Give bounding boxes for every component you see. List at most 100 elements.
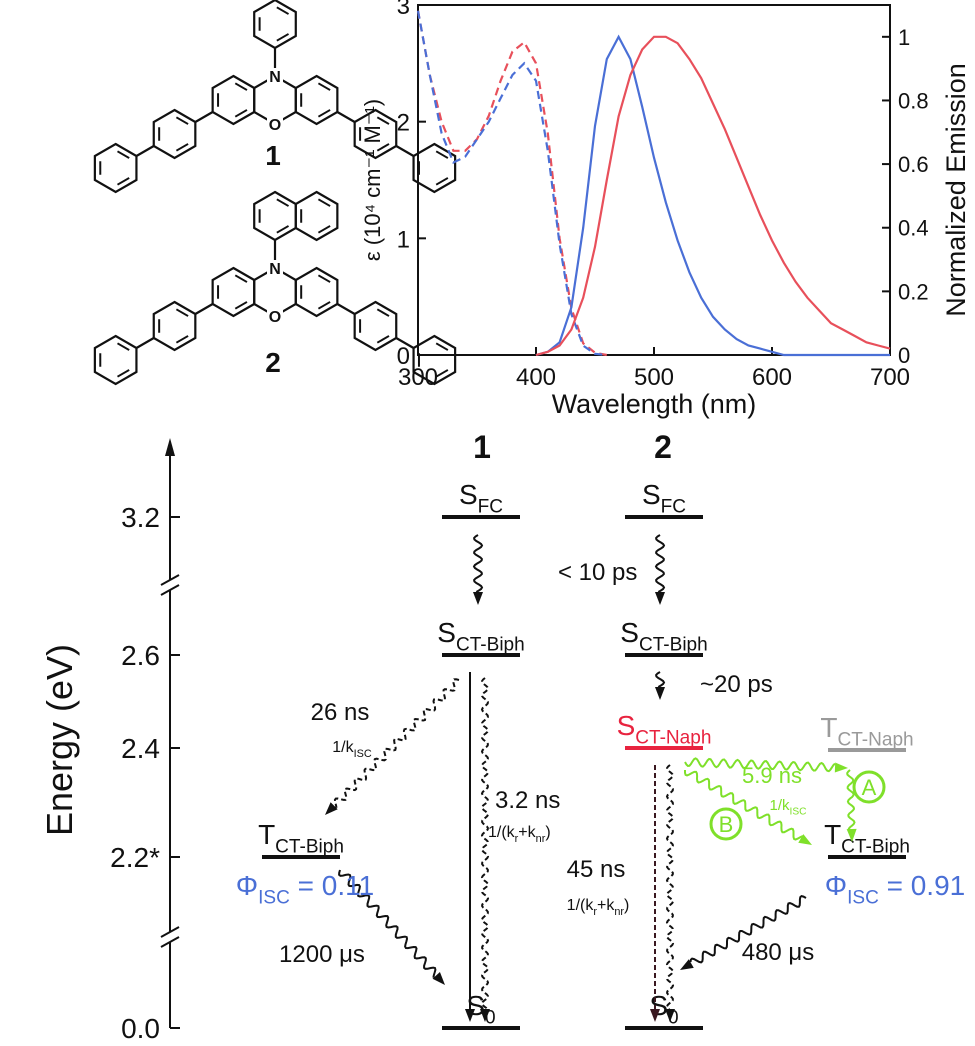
text-part: 5.9 ns: [742, 763, 802, 788]
rate-label: A: [862, 775, 877, 800]
text-part: 1/k: [770, 797, 791, 814]
column-header: 1: [473, 429, 491, 465]
subscript: CT-Biph: [639, 634, 708, 655]
state-label: SCT-Naph: [617, 710, 712, 748]
text-part: ~20 ps: [700, 671, 773, 698]
atom-bg: [267, 308, 283, 325]
arrow-head: [665, 1009, 675, 1022]
arrow-head: [655, 592, 665, 605]
x-tick-label: 500: [634, 364, 674, 391]
state-label: SFC: [459, 479, 503, 517]
y2-tick-label: 0.8: [898, 88, 929, 113]
text-part: 480 μs: [742, 939, 815, 966]
isc-arrow-b: [684, 770, 804, 841]
text-part: 45 ns: [567, 856, 626, 883]
arrow-head: [465, 1009, 475, 1022]
axis-break: [160, 926, 180, 938]
double-bond: [376, 335, 390, 344]
double-bond: [317, 109, 331, 118]
rate-label: 480 μs: [742, 939, 815, 966]
rate-label: < 10 ps: [558, 559, 637, 586]
rate-label: ~20 ps: [700, 671, 773, 698]
rate-label: B: [719, 812, 734, 837]
double-bond: [276, 225, 290, 234]
phosphorescence-arrow: [338, 869, 437, 978]
y-tick-label: 0: [397, 343, 410, 370]
double-bond: [175, 116, 189, 125]
rate-label: ΦISC = 0.91: [825, 870, 965, 908]
x-tick-label: 600: [752, 364, 792, 391]
axis-tick-label: 0.0: [121, 1013, 160, 1044]
decay-arrow: [665, 764, 675, 1011]
rate-label: 1/kISC: [332, 739, 372, 760]
text-part: 3.2 ns: [495, 787, 560, 814]
arrow-head: [680, 959, 694, 970]
x-tick-label: 300: [398, 364, 438, 391]
relaxation-arrow: [655, 671, 666, 688]
state-label: SFC: [642, 479, 686, 517]
series-line: [416, 10, 607, 357]
energy-axis-label: Energy (eV): [39, 644, 80, 836]
double-bond: [116, 177, 130, 186]
arrow-head: [846, 828, 857, 842]
axis-break-bg: [164, 580, 176, 590]
text-part: ): [545, 824, 550, 841]
arrow-head: [834, 762, 848, 773]
relaxation-arrow: [472, 534, 484, 593]
rate-label: ΦISC = 0.11: [236, 870, 374, 908]
x-axis-label: Wavelength (nm): [552, 389, 757, 419]
subscript: CT-Biph: [456, 634, 525, 655]
arrow-head: [650, 1009, 660, 1022]
arrow-head: [655, 687, 665, 700]
axis-break: [160, 574, 180, 586]
subscript: ISC: [847, 887, 879, 908]
double-bond: [234, 82, 248, 91]
subscript: nr: [614, 906, 624, 918]
text-part: 26 ns: [311, 699, 370, 726]
subscript: nr: [536, 833, 546, 845]
arrow-head: [325, 802, 338, 815]
y-tick-label: 2: [397, 110, 410, 137]
text-part: Φ: [236, 870, 258, 901]
text-part: 1/(k: [567, 897, 595, 914]
axis-tick-label: 2.2*: [110, 842, 160, 873]
state-label: SCT-Biph: [437, 617, 524, 655]
double-bond: [317, 301, 331, 310]
decay-arrow: [480, 677, 490, 1011]
y2-tick-label: 0.2: [898, 279, 929, 304]
subscript: r: [593, 906, 597, 918]
bond: [135, 145, 155, 157]
arrow-head: [798, 834, 812, 845]
text-part: S: [642, 479, 661, 510]
double-bond: [234, 301, 248, 310]
isc-arrow-a: [684, 757, 836, 773]
bond: [336, 303, 356, 315]
double-bond: [317, 225, 331, 234]
atom-n: N: [269, 69, 281, 86]
text-part: = 0.11: [290, 870, 374, 901]
y2-tick-label: 0.6: [898, 152, 929, 177]
y2-tick-label: 0: [898, 343, 910, 368]
double-bond: [116, 342, 130, 351]
atom-n: N: [269, 261, 281, 278]
rate-label: 3.2 ns: [495, 787, 560, 814]
double-bond: [376, 308, 390, 317]
text-part: T: [824, 819, 841, 850]
text-part: ): [624, 897, 629, 914]
axis-break: [160, 936, 180, 948]
subscript: CT-Naph: [635, 727, 711, 748]
double-bond: [175, 308, 189, 317]
axis-break: [160, 584, 180, 596]
rate-label: 1/kISC: [770, 797, 807, 818]
text-part: +k: [518, 824, 536, 841]
text-part: +k: [597, 897, 615, 914]
double-bond: [116, 369, 130, 378]
series-line: [535, 34, 890, 357]
state-label: TCT-Naph: [820, 712, 913, 750]
series-line: [416, 10, 608, 357]
double-bond: [376, 116, 390, 125]
arrow-head: [480, 1009, 490, 1022]
y2-tick-label: 1: [898, 25, 910, 50]
double-bond: [175, 143, 189, 152]
subscript: CT-Biph: [841, 836, 910, 857]
